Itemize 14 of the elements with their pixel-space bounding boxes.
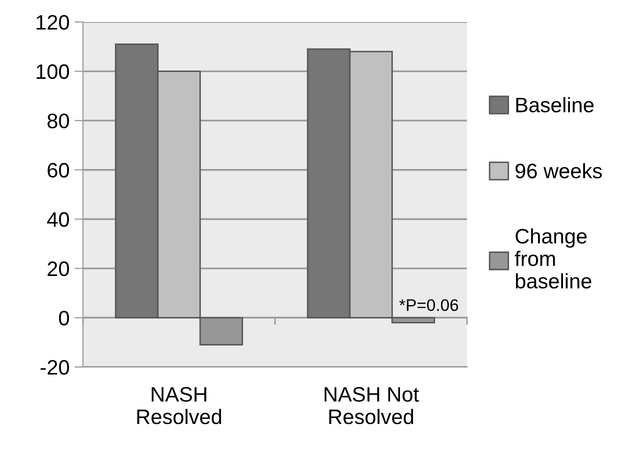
annotation: *P=0.06 (399, 299, 458, 312)
y-tick-label: 0 (59, 310, 69, 326)
y-tick-label: -20 (40, 360, 69, 375)
x-tick-label: NASH Not Resolved (324, 386, 419, 424)
legend-label: Baseline (516, 97, 594, 112)
y-tick-label: 100 (36, 64, 69, 80)
y-tick-label: 60 (48, 162, 69, 178)
x-tick-label: NASH Resolved (137, 386, 222, 424)
y-tick-label: 120 (36, 15, 69, 30)
y-tick-label: 40 (47, 212, 69, 227)
y-tick-label: 80 (48, 114, 69, 128)
legend-label: 96 weeks (516, 163, 602, 178)
y-tick-label: 20 (48, 261, 69, 276)
legend-label: Change from baseline (514, 228, 592, 289)
